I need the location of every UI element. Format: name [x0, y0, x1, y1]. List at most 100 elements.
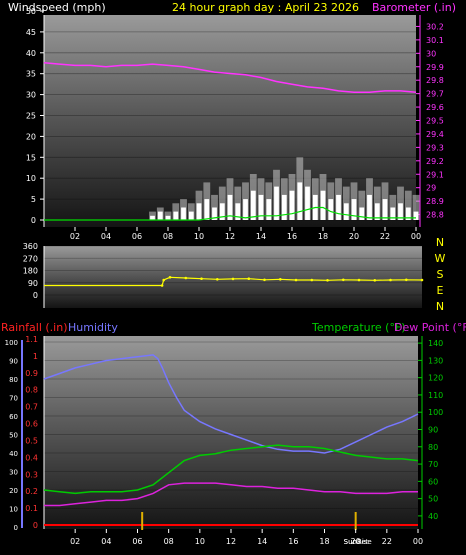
temperature-tick-label: 110	[428, 391, 443, 400]
wind-tick-label: 5	[31, 195, 36, 204]
time-tick-label: 14	[256, 232, 266, 241]
rainfall-tick-label: 0.6	[25, 420, 38, 429]
temperature-tick-label: 40	[428, 512, 438, 521]
time-tick-label: 00	[411, 232, 421, 241]
rainfall-tick-label: 1	[33, 352, 38, 361]
wind-direction-point	[162, 278, 165, 282]
compass-label: E	[437, 284, 444, 297]
time-tick-label: 16	[288, 537, 298, 546]
rainfall-tick-label: 0.2	[25, 487, 38, 496]
direction-tick-label: 270	[23, 254, 38, 263]
wind-direction-point	[160, 284, 164, 287]
barometer-tick-label: 29.2	[426, 157, 444, 166]
temperature-tick-label: 130	[428, 356, 443, 365]
wind-speed-bar	[219, 203, 225, 220]
rainfall-tick-label: 0.3	[25, 470, 38, 479]
wind-direction-point	[326, 279, 329, 282]
temperature-tick-label: 140	[428, 339, 443, 348]
rainfall-tick-label: 0	[33, 521, 38, 530]
wind-tick-label: 20	[26, 132, 36, 141]
compass-label: N	[436, 236, 444, 249]
wind-direction-point	[200, 277, 203, 281]
temperature-tick-label: 120	[428, 374, 443, 383]
wind-direction-point	[279, 278, 282, 281]
temperature-line	[43, 444, 419, 495]
direction-tick-label: 360	[23, 242, 38, 251]
sunset-label: SunSet	[344, 538, 369, 546]
wind-tick-label: 0	[31, 216, 36, 225]
direction-panel-background	[44, 246, 422, 308]
barometer-axis-title: Barometer (.in)	[372, 1, 456, 14]
time-tick-label: 12	[225, 232, 235, 241]
rainfall-tick-label: 0.1	[25, 504, 38, 513]
rainfall-tick-label: 0.7	[25, 403, 38, 412]
wind-direction-point	[342, 278, 345, 282]
wind-speed-bar	[258, 194, 264, 220]
wind-speed-bar	[359, 207, 365, 220]
barometer-tick-label: 30.2	[426, 22, 444, 31]
wind-direction-point	[405, 278, 408, 282]
wind-tick-label: 30	[26, 91, 36, 100]
barometer-tick-label: 28.8	[426, 211, 444, 220]
wind-speed-bar	[382, 199, 388, 220]
wind-speed-bar	[305, 186, 310, 220]
wind-gust-bar	[412, 194, 420, 220]
compass-label: S	[437, 268, 444, 281]
wind-speed-bar	[398, 203, 403, 220]
time-tick-label: 02	[70, 537, 80, 546]
barometer-line	[43, 61, 417, 94]
time-tick-label: 14	[257, 537, 267, 546]
wind-direction-point	[216, 278, 219, 281]
barometer-tick-label: 29.5	[426, 117, 444, 126]
wind-speed-bar	[188, 211, 194, 220]
time-tick-label: 18	[319, 537, 329, 546]
barometer-tick-label: 29	[426, 184, 436, 193]
wind-speed-bar	[204, 199, 210, 220]
time-tick-label: 00	[413, 537, 423, 546]
chart-marks: 0510152025303540455028.828.92929.129.229…	[5, 7, 446, 546]
wind-direction-point	[310, 278, 314, 282]
barometer-tick-label: 29.8	[426, 76, 444, 85]
time-tick-label: 22	[380, 232, 390, 241]
barometer-tick-label: 29.6	[426, 103, 444, 112]
barometer-tick-label: 29.4	[426, 130, 444, 139]
wind-speed-bar	[243, 199, 248, 220]
humidity-tick-label: 80	[9, 376, 18, 384]
temperature-tick-label: 50	[428, 495, 438, 504]
wind-speed-bar	[374, 203, 380, 220]
wind-speed-bar	[413, 211, 419, 220]
humidity-tick-label: 70	[9, 395, 18, 403]
direction-tick-label: 180	[23, 267, 38, 276]
wind-speed-bar	[165, 215, 171, 220]
time-tick-label: 08	[163, 232, 173, 241]
rainfall-tick-label: 0.4	[25, 453, 38, 462]
wind-speed-bar	[196, 203, 202, 220]
barometer-tick-label: 30.1	[426, 36, 444, 45]
wind-direction-point	[263, 278, 266, 282]
wind-speed-bar	[235, 203, 241, 220]
wind-speed-bar	[150, 215, 155, 220]
time-tick-label: 12	[226, 537, 236, 546]
rainfall-tick-label: 0.9	[25, 369, 38, 378]
wind-speed-bar	[390, 207, 396, 220]
wind-speed-bar	[157, 211, 163, 220]
humidity-tick-label: 30	[9, 469, 18, 477]
wind-tick-label: 10	[26, 174, 36, 183]
temperature-tick-label: 100	[428, 408, 443, 417]
wind-speed-bar	[281, 194, 287, 220]
humidity-tick-label: 100	[5, 339, 18, 347]
humidity-tick-label: 90	[9, 358, 18, 366]
wind-speed-bar	[227, 194, 233, 220]
humidity-line	[43, 354, 419, 454]
wind-direction-point	[389, 278, 392, 282]
wind-speed-bar	[212, 207, 217, 220]
rainfall-axis-title: Rainfall (.in)	[1, 321, 68, 334]
temperature-tick-label: 60	[428, 477, 438, 486]
humidity-tick-label: 0	[14, 524, 18, 532]
temperature-axis-title: Temperature (°F)	[311, 321, 406, 334]
wind-tick-label: 25	[26, 112, 36, 121]
wind-direction-point	[373, 279, 377, 282]
barometer-tick-label: 29.1	[426, 170, 444, 179]
